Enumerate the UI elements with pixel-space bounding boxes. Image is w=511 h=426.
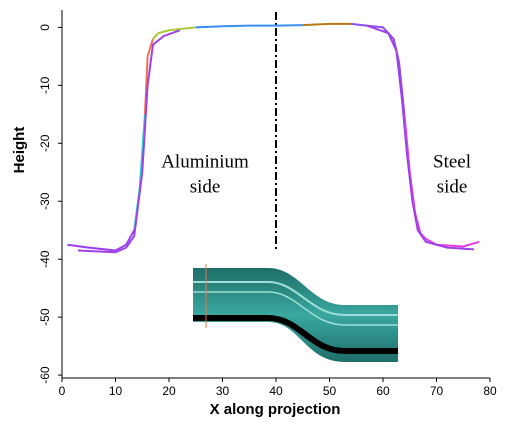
line bbox=[303, 24, 351, 25]
line bbox=[78, 30, 180, 252]
x-tick-label: 0 bbox=[59, 384, 66, 398]
x-tick-label: 80 bbox=[483, 384, 497, 398]
x-tick-label: 10 bbox=[109, 384, 123, 398]
y-tick-label: 0 bbox=[38, 24, 52, 31]
annotation: side bbox=[437, 176, 468, 197]
y-tick-label: -20 bbox=[38, 134, 52, 152]
y-tick-label: -10 bbox=[38, 76, 52, 94]
x-tick-label: 70 bbox=[430, 384, 444, 398]
y-axis-label: Height bbox=[11, 127, 28, 174]
x-tick-label: 60 bbox=[376, 384, 390, 398]
line bbox=[367, 26, 474, 250]
annotation: side bbox=[190, 176, 221, 197]
y-tick-label: -60 bbox=[38, 366, 52, 384]
y-tick-label: -50 bbox=[38, 308, 52, 326]
x-tick-label: 40 bbox=[269, 384, 283, 398]
line bbox=[134, 114, 145, 230]
annotation: Aluminium bbox=[161, 151, 249, 172]
y-tick-label: -40 bbox=[38, 250, 52, 268]
x-tick-label: 30 bbox=[216, 384, 230, 398]
x-axis-label: X along projection bbox=[210, 401, 341, 418]
x-tick-label: 50 bbox=[323, 384, 337, 398]
line bbox=[196, 25, 303, 27]
y-tick-label: -30 bbox=[38, 192, 52, 210]
line bbox=[351, 24, 405, 114]
annotation: Steel bbox=[433, 151, 471, 172]
x-tick-label: 20 bbox=[162, 384, 176, 398]
inset-image bbox=[193, 264, 398, 362]
chart: X along projection Height 0 10 20 30 40 50 60 7… bbox=[0, 0, 511, 426]
